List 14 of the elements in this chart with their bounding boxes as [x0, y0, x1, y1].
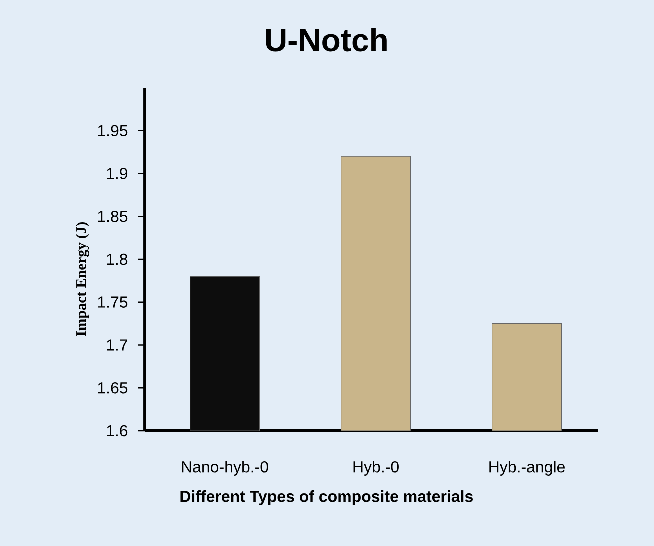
y-tick-label: 1.85 — [98, 210, 128, 222]
chart-title: U-Notch — [266, 28, 387, 52]
y-tick-label: 1.6 — [107, 425, 128, 437]
y-tick-label: 1.95 — [98, 125, 128, 137]
y-axis-title: Impact Energy (J) — [76, 222, 90, 336]
x-tick-label: Hyb.-angle — [490, 461, 565, 476]
x-tick-label: Nano-hyb.-0 — [182, 461, 268, 476]
y-tick-label: 1.8 — [107, 254, 128, 266]
y-tick-label: 1.9 — [107, 168, 128, 180]
y-tick-label: 1.75 — [98, 296, 128, 308]
y-tick-label: 1.65 — [98, 382, 128, 394]
x-tick-label: Hyb.-0 — [354, 461, 399, 476]
x-axis-title: Different Types of composite materials — [180, 490, 473, 506]
y-tick-label: 1.7 — [107, 340, 128, 351]
